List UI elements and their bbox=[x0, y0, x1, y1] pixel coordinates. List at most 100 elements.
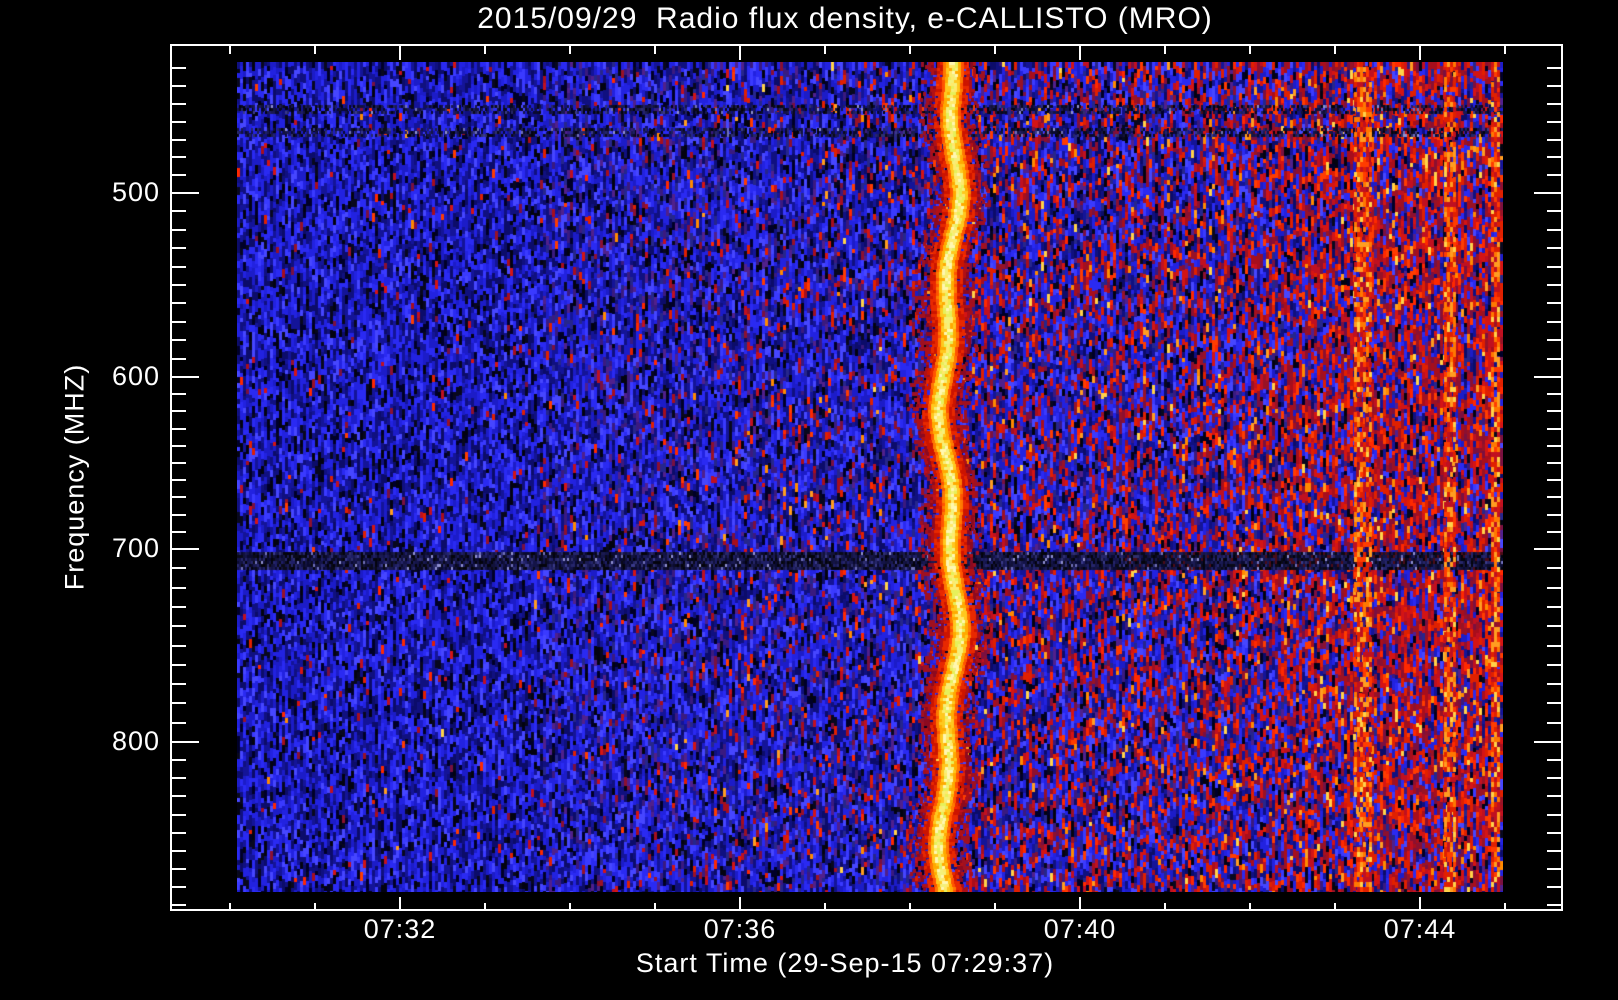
x-minor-tick bbox=[569, 903, 571, 911]
y-minor-tick bbox=[172, 587, 186, 589]
chart-title: 2015/09/29 Radio flux density, e-CALLIST… bbox=[477, 2, 1213, 35]
x-major-tick bbox=[739, 46, 741, 60]
x-minor-tick bbox=[569, 46, 571, 54]
y-minor-tick bbox=[172, 67, 186, 69]
y-minor-tick bbox=[172, 229, 186, 231]
y-minor-tick bbox=[1547, 664, 1561, 666]
y-minor-tick bbox=[1547, 266, 1561, 268]
x-minor-tick bbox=[909, 46, 911, 54]
x-minor-tick bbox=[229, 903, 231, 911]
y-minor-tick bbox=[1547, 886, 1561, 888]
y-minor-tick bbox=[1547, 904, 1561, 906]
y-major-tick bbox=[1534, 192, 1561, 194]
y-minor-tick bbox=[1547, 645, 1561, 647]
x-major-tick bbox=[1419, 897, 1421, 911]
y-minor-tick bbox=[172, 567, 186, 569]
x-major-tick bbox=[1079, 897, 1081, 911]
y-minor-tick bbox=[172, 722, 186, 724]
y-minor-tick bbox=[172, 247, 186, 249]
y-major-tick bbox=[1534, 376, 1561, 378]
x-minor-tick bbox=[229, 46, 231, 54]
x-minor-tick bbox=[1504, 903, 1506, 911]
y-minor-tick bbox=[1547, 103, 1561, 105]
y-minor-tick bbox=[1547, 67, 1561, 69]
y-minor-tick bbox=[172, 156, 186, 158]
x-minor-tick bbox=[1164, 46, 1166, 54]
y-minor-tick bbox=[172, 702, 186, 704]
y-minor-tick bbox=[1547, 722, 1561, 724]
y-minor-tick bbox=[1547, 156, 1561, 158]
y-minor-tick bbox=[1547, 625, 1561, 627]
y-minor-tick bbox=[1547, 759, 1561, 761]
y-minor-tick bbox=[172, 358, 186, 360]
y-minor-tick bbox=[172, 496, 186, 498]
y-minor-tick bbox=[1547, 850, 1561, 852]
y-minor-tick bbox=[172, 886, 186, 888]
y-minor-tick bbox=[1547, 567, 1561, 569]
y-minor-tick bbox=[1547, 814, 1561, 816]
y-major-tick bbox=[1534, 548, 1561, 550]
x-minor-tick bbox=[994, 903, 996, 911]
y-axis-label: Frequency (MHZ) bbox=[59, 363, 90, 591]
y-minor-tick bbox=[172, 284, 186, 286]
y-minor-tick bbox=[1547, 321, 1561, 323]
y-minor-tick bbox=[1547, 229, 1561, 231]
y-minor-tick bbox=[172, 479, 186, 481]
x-minor-tick bbox=[1334, 903, 1336, 911]
y-tick-label: 600 bbox=[111, 361, 160, 391]
y-minor-tick bbox=[172, 462, 186, 464]
y-major-tick bbox=[172, 741, 199, 743]
spectrogram-canvas bbox=[237, 62, 1503, 892]
x-minor-tick bbox=[909, 903, 911, 911]
x-tick-label: 07:32 bbox=[363, 914, 437, 944]
y-minor-tick bbox=[1547, 445, 1561, 447]
y-tick-label: 500 bbox=[111, 177, 160, 207]
y-minor-tick bbox=[172, 339, 186, 341]
x-minor-tick bbox=[824, 46, 826, 54]
y-minor-tick bbox=[172, 321, 186, 323]
y-tick-label: 800 bbox=[111, 726, 160, 756]
y-tick-label: 700 bbox=[111, 533, 160, 563]
y-minor-tick bbox=[172, 832, 186, 834]
x-major-tick bbox=[1419, 46, 1421, 60]
x-minor-tick bbox=[994, 46, 996, 54]
x-minor-tick bbox=[314, 903, 316, 911]
y-minor-tick bbox=[172, 514, 186, 516]
x-tick-label: 07:36 bbox=[703, 914, 777, 944]
y-minor-tick bbox=[172, 103, 186, 105]
y-minor-tick bbox=[1547, 531, 1561, 533]
y-minor-tick bbox=[1547, 795, 1561, 797]
y-minor-tick bbox=[172, 664, 186, 666]
y-minor-tick bbox=[1547, 587, 1561, 589]
y-minor-tick bbox=[172, 121, 186, 123]
x-major-tick bbox=[1079, 46, 1081, 60]
y-minor-tick bbox=[1547, 339, 1561, 341]
x-minor-tick bbox=[484, 903, 486, 911]
x-axis-label: Start Time (29-Sep-15 07:29:37) bbox=[635, 948, 1055, 978]
plot-frame bbox=[170, 44, 1563, 911]
y-minor-tick bbox=[172, 904, 186, 906]
y-major-tick bbox=[172, 548, 199, 550]
x-minor-tick bbox=[1249, 903, 1251, 911]
y-minor-tick bbox=[172, 531, 186, 533]
x-tick-label: 07:40 bbox=[1043, 914, 1117, 944]
y-minor-tick bbox=[172, 210, 186, 212]
y-minor-tick bbox=[1547, 702, 1561, 704]
y-minor-tick bbox=[172, 302, 186, 304]
y-minor-tick bbox=[172, 868, 186, 870]
x-minor-tick bbox=[1249, 46, 1251, 54]
y-minor-tick bbox=[172, 606, 186, 608]
y-minor-tick bbox=[1547, 514, 1561, 516]
y-minor-tick bbox=[1547, 174, 1561, 176]
y-minor-tick bbox=[1547, 210, 1561, 212]
y-minor-tick bbox=[172, 445, 186, 447]
y-minor-tick bbox=[172, 266, 186, 268]
x-tick-label: 07:44 bbox=[1383, 914, 1457, 944]
x-major-tick bbox=[399, 46, 401, 60]
y-minor-tick bbox=[1547, 479, 1561, 481]
x-major-tick bbox=[399, 897, 401, 911]
y-minor-tick bbox=[172, 174, 186, 176]
y-minor-tick bbox=[1547, 777, 1561, 779]
